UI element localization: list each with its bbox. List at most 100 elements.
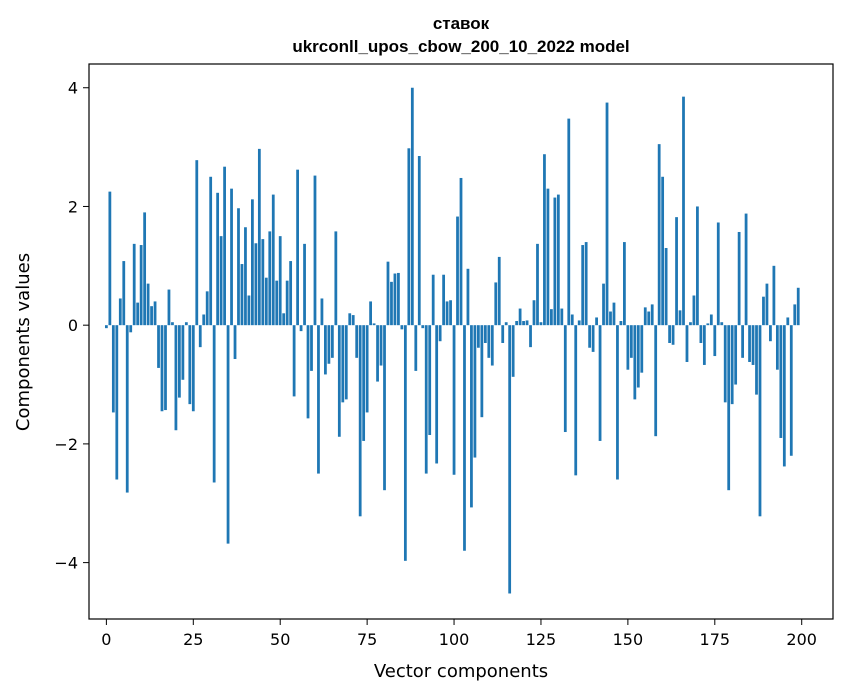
bar (720, 322, 724, 326)
bar (271, 194, 275, 326)
bar (320, 298, 324, 326)
bar (539, 322, 543, 326)
bar (171, 322, 174, 326)
bar (741, 325, 744, 358)
bar (289, 261, 293, 326)
bar (184, 322, 188, 326)
bar (181, 325, 185, 380)
bar (417, 156, 421, 326)
bar (310, 325, 313, 371)
bar (393, 273, 397, 326)
bar (254, 243, 258, 326)
bar (529, 325, 532, 348)
bar (769, 325, 772, 342)
bar (612, 302, 616, 326)
bar (296, 169, 299, 326)
bar (111, 325, 115, 413)
bar (605, 102, 609, 326)
bar (410, 87, 414, 326)
y-tick-label: 2 (68, 197, 78, 216)
bar (372, 323, 376, 326)
chart-title-line-1: ставок (433, 14, 490, 33)
bar (195, 160, 199, 326)
x-tick-label: 75 (357, 630, 377, 649)
bar (178, 325, 181, 398)
bar (303, 243, 306, 326)
bar (758, 325, 762, 517)
bar (188, 325, 192, 405)
bar (636, 325, 640, 388)
bar (330, 325, 334, 358)
bar (730, 325, 734, 405)
bar (654, 325, 658, 437)
bar (779, 325, 783, 438)
bar (511, 325, 515, 377)
bar (671, 325, 675, 345)
bar (226, 325, 230, 544)
bar (251, 199, 254, 326)
bar (723, 325, 727, 403)
bar (602, 283, 605, 326)
bar (508, 325, 512, 594)
bar (563, 325, 567, 433)
y-tick-label: −4 (54, 554, 78, 573)
bar (640, 325, 644, 373)
bar (292, 325, 296, 397)
x-tick-label: 125 (526, 630, 557, 649)
bar (793, 304, 797, 326)
bar (442, 274, 446, 326)
bar (494, 282, 498, 326)
bar (219, 236, 223, 326)
bar (212, 325, 216, 483)
bar (685, 325, 689, 362)
bar (146, 283, 150, 326)
bar (383, 325, 386, 491)
bar (581, 245, 585, 326)
bar (682, 96, 685, 326)
bar (313, 175, 317, 326)
bar (546, 188, 550, 326)
x-tick-label: 50 (270, 630, 290, 649)
bar (588, 325, 592, 348)
bar (174, 325, 178, 431)
bar (327, 325, 331, 364)
bar (362, 325, 366, 441)
bar (386, 261, 390, 326)
bar (397, 272, 400, 326)
bar (118, 298, 122, 326)
bar (755, 325, 758, 395)
bar (449, 300, 452, 326)
bar (129, 325, 133, 333)
bar (487, 325, 491, 358)
bar (431, 274, 435, 326)
bar (473, 325, 477, 458)
bar (160, 325, 164, 412)
bar (463, 325, 466, 551)
bar (713, 325, 717, 357)
bar (609, 311, 612, 326)
bar (153, 301, 157, 326)
bar (237, 208, 240, 326)
bar (216, 192, 220, 326)
bar (633, 325, 637, 400)
bar (244, 227, 247, 326)
x-axis-ticks: 0 25 50 75 100 125 150 175 200 (101, 619, 817, 649)
bar (278, 236, 282, 326)
bar (306, 325, 310, 419)
bar (376, 325, 379, 382)
bar (696, 206, 699, 326)
bar (661, 176, 665, 326)
bar (744, 213, 748, 326)
bar (536, 243, 539, 326)
bar (157, 325, 160, 368)
bar (198, 325, 202, 348)
bar (355, 325, 359, 358)
bar (167, 289, 171, 326)
bar (560, 308, 564, 326)
bar (344, 325, 348, 400)
bar (675, 217, 678, 326)
bar (466, 268, 470, 326)
bar (115, 325, 119, 480)
bar (574, 325, 578, 476)
